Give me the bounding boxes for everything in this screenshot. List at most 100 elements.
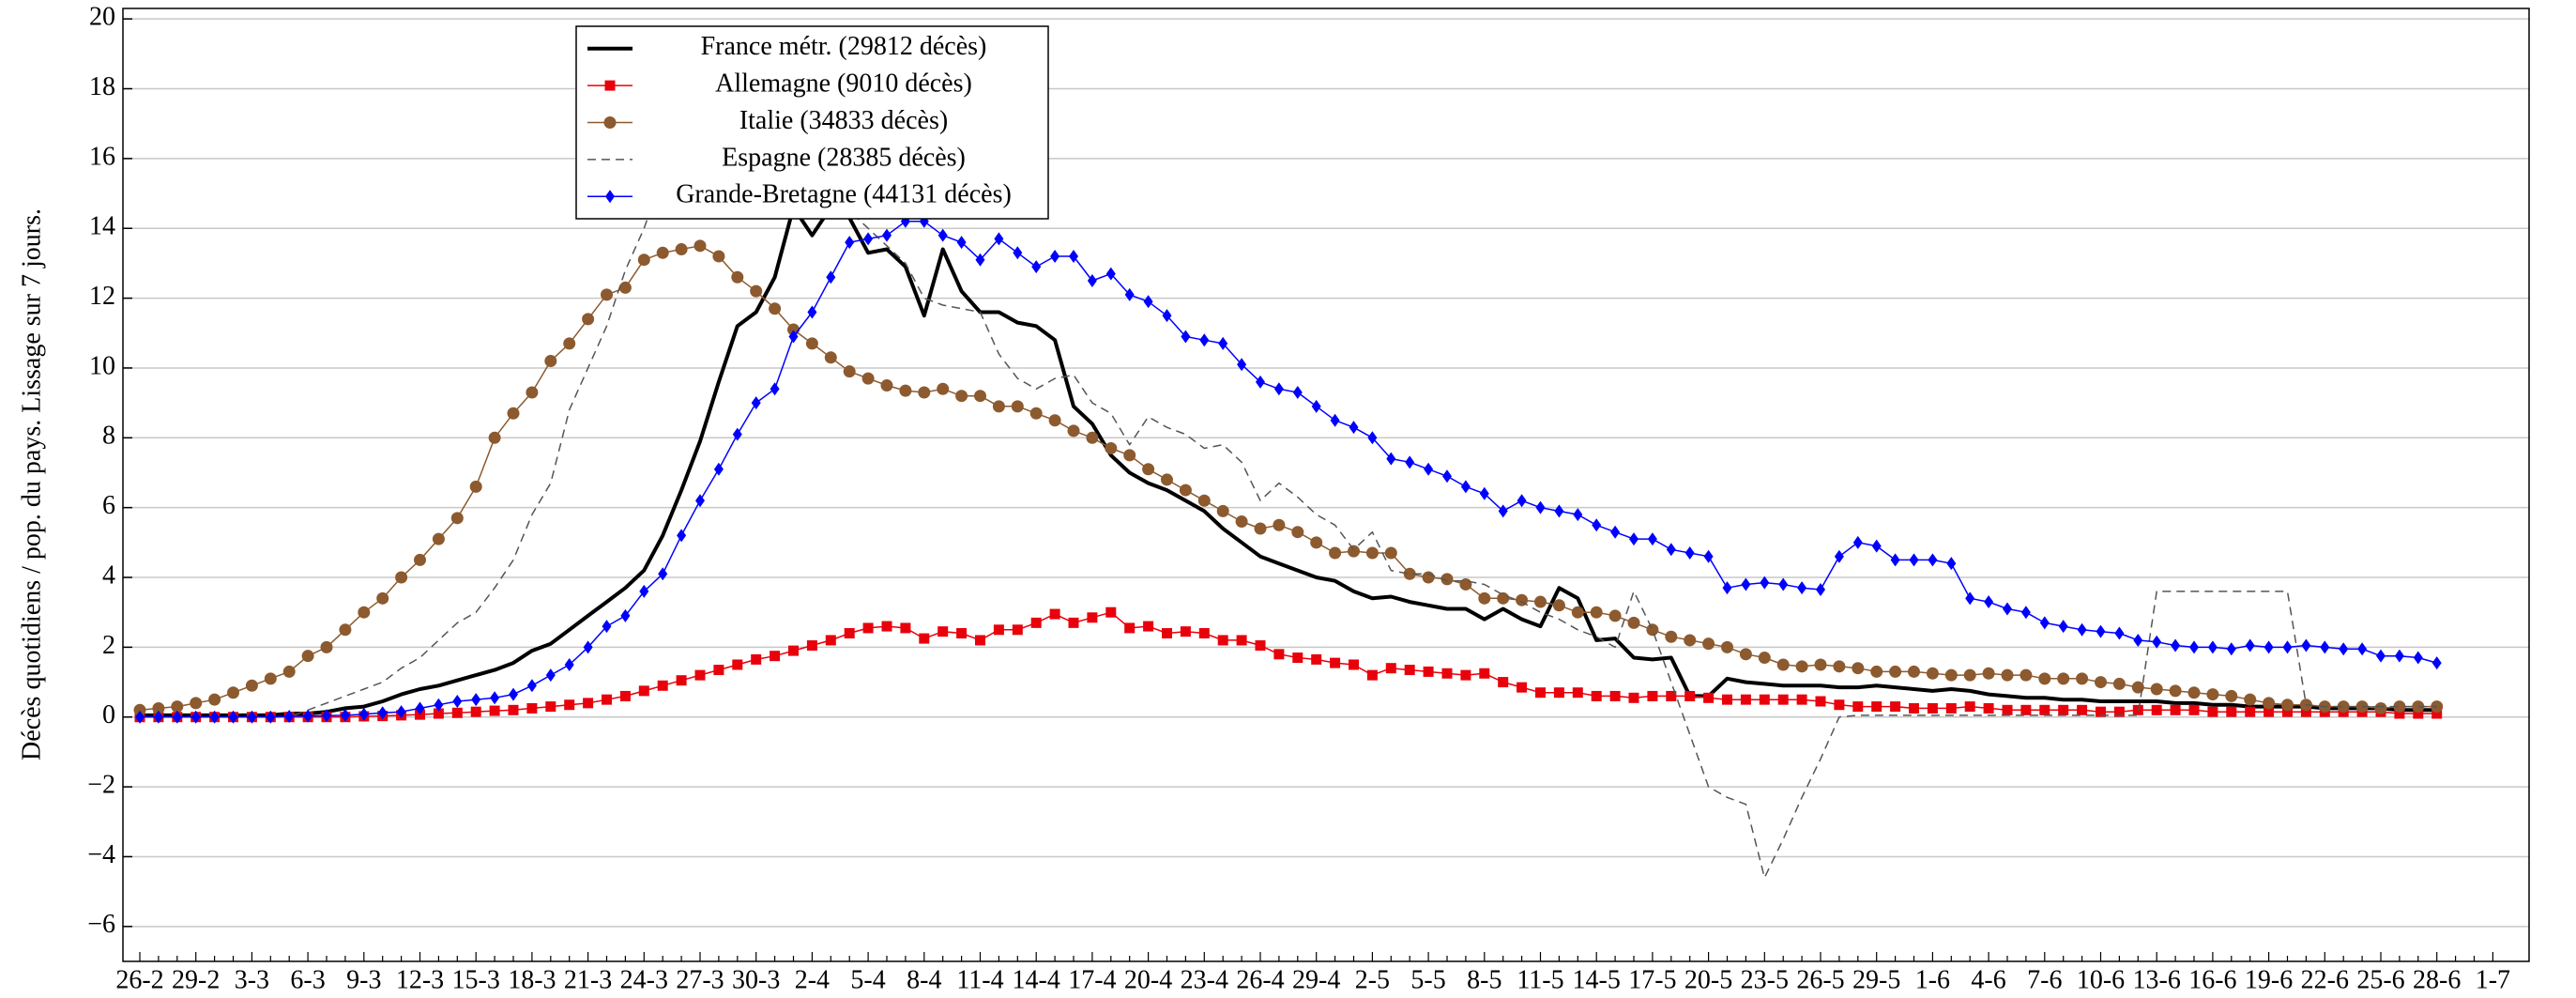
data-point bbox=[2394, 708, 2405, 719]
data-point bbox=[563, 337, 576, 350]
data-point bbox=[228, 710, 238, 724]
legend-box bbox=[575, 25, 1049, 220]
data-point bbox=[2357, 642, 2368, 656]
data-point bbox=[583, 640, 593, 654]
data-point bbox=[133, 703, 146, 716]
data-point bbox=[452, 695, 463, 709]
data-point bbox=[826, 270, 836, 284]
data-point bbox=[1273, 382, 1284, 396]
data-point bbox=[1816, 583, 1825, 597]
data-point bbox=[1124, 287, 1135, 301]
series bbox=[140, 205, 2437, 717]
data-point bbox=[2337, 700, 2350, 714]
data-point bbox=[1497, 591, 1510, 605]
data-point bbox=[1161, 473, 1173, 486]
data-point bbox=[2133, 633, 2143, 647]
data-point bbox=[1946, 557, 1957, 571]
data-point bbox=[1815, 696, 1826, 707]
data-point bbox=[1871, 701, 1882, 713]
data-point bbox=[1964, 701, 1975, 713]
data-point bbox=[1777, 694, 1789, 705]
data-point bbox=[993, 624, 1004, 636]
data-point bbox=[751, 396, 761, 410]
data-point bbox=[732, 659, 743, 670]
data-point bbox=[1627, 616, 1640, 629]
legend-label: France métr. (29812 décès) bbox=[701, 32, 987, 61]
data-point bbox=[2244, 693, 2257, 706]
data-point bbox=[1012, 624, 1023, 636]
x-tick-label: 14-5 bbox=[1573, 965, 1621, 994]
x-tick-label: 21-3 bbox=[564, 965, 612, 994]
data-point bbox=[1722, 694, 1732, 705]
x-tick-label: 10-6 bbox=[2077, 965, 2125, 994]
data-point bbox=[788, 330, 799, 344]
data-point bbox=[2264, 640, 2274, 654]
data-point bbox=[282, 665, 296, 678]
data-point bbox=[2077, 704, 2088, 715]
data-point bbox=[1517, 682, 1528, 693]
data-point bbox=[1142, 463, 1155, 476]
data-point bbox=[582, 313, 595, 326]
data-point bbox=[1498, 677, 1509, 688]
data-point bbox=[1069, 249, 1078, 263]
x-tick-label: 14-4 bbox=[1013, 965, 1060, 994]
y-tick-label: 6 bbox=[102, 491, 115, 520]
data-point bbox=[732, 427, 742, 441]
data-point bbox=[1852, 662, 1865, 675]
x-tick-label: 12-3 bbox=[396, 965, 444, 994]
data-point bbox=[1384, 546, 1397, 560]
data-point bbox=[1758, 652, 1771, 665]
data-point bbox=[1218, 336, 1228, 350]
data-point bbox=[1498, 504, 1508, 518]
data-point bbox=[208, 693, 221, 706]
data-point bbox=[227, 686, 239, 699]
data-point bbox=[769, 302, 782, 315]
data-point bbox=[1722, 581, 1732, 595]
data-point bbox=[918, 386, 931, 399]
x-tick-label: 15-3 bbox=[452, 965, 500, 994]
data-point bbox=[1834, 549, 1844, 563]
data-point bbox=[1349, 659, 1359, 670]
data-point bbox=[1442, 469, 1452, 484]
data-point bbox=[2039, 616, 2050, 630]
data-point bbox=[1795, 660, 1808, 673]
data-point bbox=[1814, 658, 1827, 671]
data-point bbox=[956, 236, 967, 250]
x-tick-label: 17-5 bbox=[1628, 965, 1676, 994]
y-tick-label: 2 bbox=[102, 631, 115, 660]
data-point bbox=[1330, 413, 1340, 427]
x-tick-label: 1-6 bbox=[1915, 965, 1950, 994]
x-tick-label: 8-4 bbox=[907, 965, 941, 994]
data-point bbox=[509, 687, 518, 701]
data-point bbox=[618, 281, 632, 294]
data-point bbox=[1460, 480, 1471, 494]
data-point bbox=[2169, 684, 2182, 698]
series-line bbox=[139, 245, 2437, 712]
x-tick-label: 20-5 bbox=[1684, 965, 1732, 994]
data-point bbox=[303, 709, 313, 723]
data-point bbox=[2002, 704, 2013, 715]
data-point bbox=[1684, 690, 1696, 701]
data-point bbox=[1011, 400, 1024, 413]
data-point bbox=[1198, 628, 1210, 639]
data-point bbox=[975, 253, 985, 267]
data-point bbox=[770, 651, 781, 662]
x-tick-label: 25-6 bbox=[2356, 965, 2404, 994]
data-point bbox=[1310, 536, 1323, 549]
data-point bbox=[675, 243, 688, 256]
data-point bbox=[1646, 623, 1659, 637]
data-point bbox=[1796, 694, 1807, 705]
data-point bbox=[844, 628, 855, 639]
x-tick-label: 24-3 bbox=[620, 965, 668, 994]
data-point bbox=[2058, 620, 2068, 634]
data-point bbox=[1217, 635, 1228, 646]
data-point bbox=[264, 672, 277, 685]
data-point bbox=[1349, 421, 1359, 435]
data-point bbox=[490, 691, 500, 705]
data-point bbox=[2226, 706, 2237, 717]
x-tick-label: 2-4 bbox=[795, 965, 830, 994]
data-point bbox=[2206, 688, 2219, 701]
data-point bbox=[564, 657, 574, 671]
data-point bbox=[676, 675, 687, 686]
data-point bbox=[191, 710, 201, 724]
